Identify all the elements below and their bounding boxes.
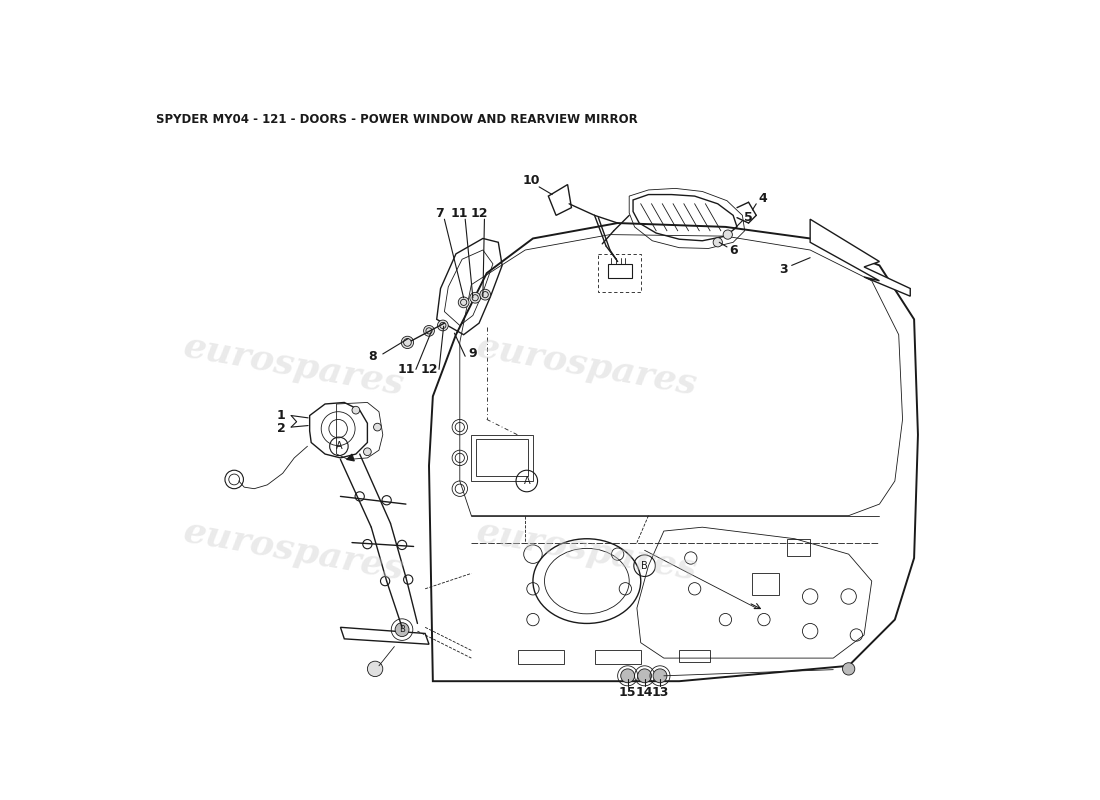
Bar [680,650,711,662]
Bar [476,439,528,476]
Circle shape [470,292,481,303]
Circle shape [638,669,651,682]
Text: 6: 6 [729,243,737,257]
Bar [608,264,631,278]
Text: 7: 7 [434,206,443,219]
Circle shape [367,661,383,677]
Circle shape [404,575,412,584]
Text: 11: 11 [397,363,415,376]
Circle shape [620,669,635,682]
Circle shape [653,669,667,682]
Circle shape [480,290,491,300]
Text: 3: 3 [780,262,789,276]
Text: SPYDER MY04 - 121 - DOORS - POWER WINDOW AND REARVIEW MIRROR: SPYDER MY04 - 121 - DOORS - POWER WINDOW… [156,113,637,126]
Circle shape [713,238,723,247]
Text: 2: 2 [277,422,286,435]
Bar [517,650,563,664]
Polygon shape [810,219,911,296]
Circle shape [424,326,434,336]
Circle shape [843,662,855,675]
Bar [788,538,810,556]
Text: B: B [399,625,405,634]
Text: 5: 5 [745,211,752,224]
Text: eurospares: eurospares [474,514,700,586]
Bar [594,650,640,664]
Circle shape [355,492,364,501]
Text: 15: 15 [619,686,637,699]
Bar [598,254,641,292]
Text: 12: 12 [420,363,438,376]
Circle shape [363,539,372,549]
Circle shape [395,622,409,637]
Text: 10: 10 [522,174,540,187]
Text: B: B [641,561,648,570]
Circle shape [382,496,392,505]
Text: 12: 12 [471,206,487,219]
Text: 9: 9 [469,347,477,361]
Text: 13: 13 [651,686,669,699]
Text: eurospares: eurospares [182,330,407,402]
Circle shape [397,540,407,550]
Circle shape [723,230,733,239]
Circle shape [459,297,469,308]
Text: eurospares: eurospares [182,514,407,586]
Text: A: A [336,442,342,451]
Circle shape [374,423,382,431]
Text: A: A [524,476,530,486]
Bar [472,435,534,481]
Text: 11: 11 [451,206,469,219]
Text: 1: 1 [277,409,286,422]
Text: 4: 4 [758,192,767,205]
Text: 14: 14 [636,686,653,699]
Circle shape [381,577,389,586]
Circle shape [438,320,449,331]
Text: eurospares: eurospares [474,330,700,402]
Circle shape [402,336,414,349]
Bar [752,574,779,595]
Text: 8: 8 [368,350,377,362]
Circle shape [363,448,372,455]
Polygon shape [346,454,354,461]
Circle shape [352,406,360,414]
